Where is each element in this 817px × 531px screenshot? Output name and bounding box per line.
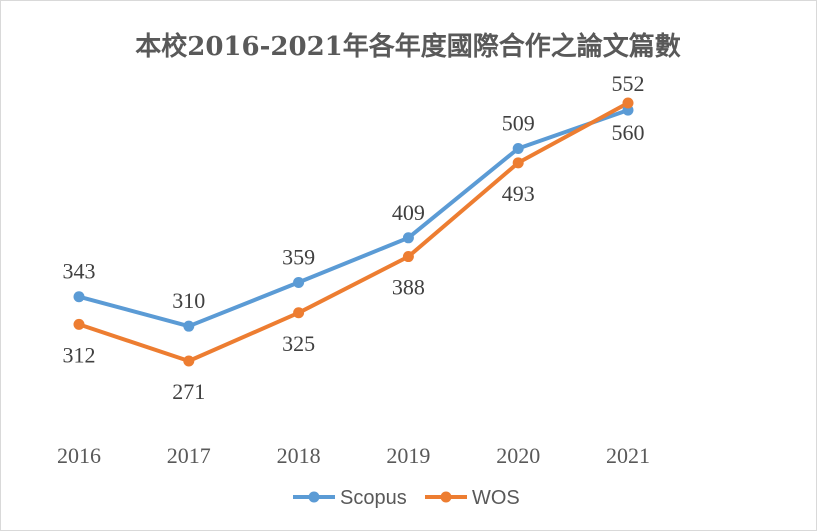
point-scopus-2019 (402, 232, 414, 244)
point-scopus-2018 (293, 276, 305, 288)
x-tick-label-2021: 2021 (606, 443, 650, 468)
legend-marker-scopus (308, 491, 320, 503)
series-points (73, 97, 634, 367)
data-label-wos-2019: 388 (392, 275, 425, 300)
legend: Scopus WOS (293, 487, 520, 509)
point-scopus-2020 (512, 143, 524, 155)
data-label-scopus-2020: 509 (502, 111, 535, 136)
data-label-wos-2021: 552 (612, 71, 645, 96)
x-tick-label-2019: 2019 (386, 443, 430, 468)
x-tick-label-2017: 2017 (167, 443, 211, 468)
chart-title: 本校2016-2021年各年度國際合作之論文篇數 (135, 31, 681, 62)
x-tick-label-2018: 2018 (277, 443, 321, 468)
point-scopus-2017 (183, 320, 195, 332)
data-label-scopus-2017: 310 (172, 288, 205, 313)
data-label-scopus-2018: 359 (282, 244, 315, 269)
data-label-scopus-2019: 409 (392, 200, 425, 225)
data-label-wos-2018: 325 (282, 331, 315, 356)
point-wos-2021 (622, 97, 634, 109)
legend-label-scopus: Scopus (340, 487, 407, 509)
series-line-scopus (77, 108, 630, 329)
data-label-scopus-2021: 560 (612, 120, 645, 145)
point-wos-2017 (183, 355, 195, 367)
point-scopus-2016 (73, 291, 85, 303)
data-label-wos-2020: 493 (502, 181, 535, 206)
x-tick-label-2016: 2016 (57, 443, 101, 468)
point-wos-2019 (402, 251, 414, 263)
legend-marker-wos (440, 491, 452, 503)
series-lines (77, 101, 630, 363)
series-line-wos (77, 101, 630, 363)
point-wos-2020 (512, 157, 524, 169)
x-axis-ticks: 2016 2017 2018 2019 2020 2021 (57, 443, 650, 468)
legend-item-scopus: Scopus (293, 487, 407, 509)
point-wos-2018 (293, 307, 305, 319)
data-label-wos-2017: 271 (172, 379, 205, 404)
data-labels: 343 310 359 409 509 560 312 271 325 388 493 552 (63, 71, 645, 404)
data-label-scopus-2016: 343 (63, 259, 96, 284)
legend-item-wos: WOS (425, 487, 520, 509)
x-tick-label-2020: 2020 (496, 443, 540, 468)
point-wos-2016 (73, 318, 85, 330)
legend-label-wos: WOS (472, 487, 520, 509)
data-label-wos-2016: 312 (63, 342, 96, 367)
